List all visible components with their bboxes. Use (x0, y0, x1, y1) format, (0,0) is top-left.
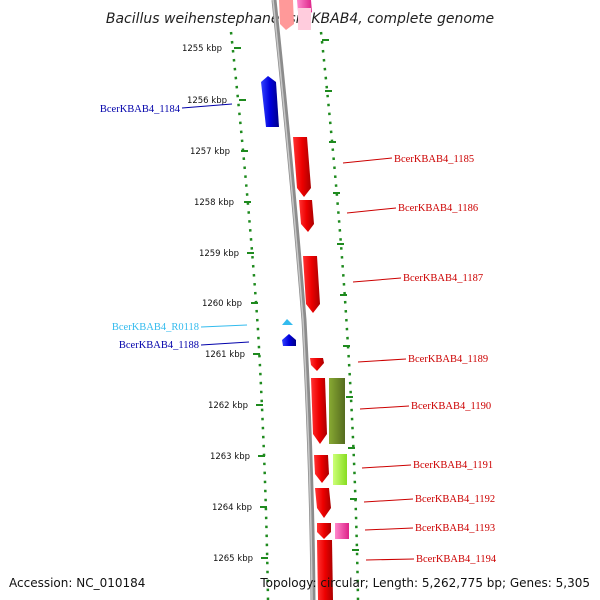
gene-feature-BcerKBAB4_1191[interactable] (314, 455, 329, 483)
tick-label: 1261 kbp (205, 350, 245, 360)
gene-feature-BcerKBAB4_1193[interactable] (317, 523, 331, 539)
gene-label-BcerKBAB4_1191[interactable]: BcerKBAB4_1191 (413, 460, 493, 471)
tick-label: 1255 kbp (182, 44, 222, 54)
gene-label-BcerKBAB4_1194[interactable]: BcerKBAB4_1194 (416, 554, 497, 565)
gene-feature-partial-lightpink[interactable] (298, 8, 311, 30)
tick-label: 1263 kbp (210, 452, 250, 462)
tick-label: 1258 kbp (194, 198, 234, 208)
leader-line (181, 103, 233, 109)
gene-feature-BcerKBAB4_1187[interactable] (303, 256, 320, 313)
genome-backbone (271, 0, 316, 600)
leader-line (342, 157, 393, 164)
tick-labels: 1255 kbp 1256 kbp 1257 kbp 1258 kbp 1259… (182, 44, 253, 564)
tick-label: 1264 kbp (212, 503, 252, 513)
topology-text: Topology: circular; Length: 5,262,775 bp… (259, 576, 590, 590)
leader-line (357, 358, 407, 363)
leader-line (346, 207, 397, 214)
gene-label-BcerKBAB4_1185[interactable]: BcerKBAB4_1185 (394, 154, 474, 165)
gene-label-BcerKBAB4_1184[interactable]: BcerKBAB4_1184 (100, 104, 181, 115)
gene-label-BcerKBAB4_R0118[interactable]: BcerKBAB4_R0118 (112, 322, 199, 333)
gene-label-BcerKBAB4_1187[interactable]: BcerKBAB4_1187 (403, 273, 483, 284)
scale-ring-outer (319, 31, 360, 600)
leader-line (361, 464, 412, 469)
gene-feature-BcerKBAB4_R0118[interactable] (282, 319, 293, 325)
tick-label: 1256 kbp (187, 96, 227, 106)
scale-ring-inner (229, 31, 270, 600)
leader-line (365, 558, 415, 561)
gene-labels: BcerKBAB4_1184 BcerKBAB4_R0118 BcerKBAB4… (100, 104, 497, 565)
leader-line (352, 277, 402, 283)
leader-line (200, 341, 250, 346)
gene-label-BcerKBAB4_1186[interactable]: BcerKBAB4_1186 (398, 203, 478, 214)
leader-line (363, 498, 414, 503)
gene-label-BcerKBAB4_1189[interactable]: BcerKBAB4_1189 (408, 354, 488, 365)
gene-label-BcerKBAB4_1190[interactable]: BcerKBAB4_1190 (411, 401, 491, 412)
gene-feature-BcerKBAB4_1186[interactable] (299, 200, 314, 232)
tick-label: 1259 kbp (199, 249, 239, 259)
inner-ticks (234, 47, 268, 559)
gene-label-BcerKBAB4_1192[interactable]: BcerKBAB4_1192 (415, 494, 495, 505)
genome-backbone-highlight (272, 0, 313, 600)
function-feature-pink[interactable] (335, 523, 349, 539)
accession-text: Accession: NC_010184 (9, 576, 145, 590)
tick-label: 1257 kbp (190, 147, 230, 157)
gene-feature-BcerKBAB4_1194[interactable] (317, 540, 333, 600)
gene-feature-BcerKBAB4_1188[interactable] (282, 334, 296, 346)
gene-feature-BcerKBAB4_1190[interactable] (311, 378, 327, 444)
gene-label-BcerKBAB4_1193[interactable]: BcerKBAB4_1193 (415, 523, 495, 534)
gene-feature-BcerKBAB4_1189[interactable] (310, 358, 324, 371)
label-leaders (181, 103, 415, 561)
outer-ticks (322, 39, 359, 551)
tick-label: 1265 kbp (213, 554, 253, 564)
gene-feature-BcerKBAB4_1184[interactable] (261, 76, 279, 127)
tick-label: 1260 kbp (202, 299, 242, 309)
gene-feature-BcerKBAB4_1185[interactable] (293, 137, 311, 197)
function-feature-lime[interactable] (333, 454, 347, 485)
leader-line (364, 527, 414, 531)
leader-line (359, 405, 410, 410)
function-feature-olive[interactable] (329, 378, 345, 444)
gene-feature-BcerKBAB4_1192[interactable] (315, 488, 331, 518)
gene-label-BcerKBAB4_1188[interactable]: BcerKBAB4_1188 (119, 340, 199, 351)
gene-feature-partial-red[interactable] (279, 0, 294, 30)
tick-label: 1262 kbp (208, 401, 248, 411)
leader-line (200, 324, 248, 328)
